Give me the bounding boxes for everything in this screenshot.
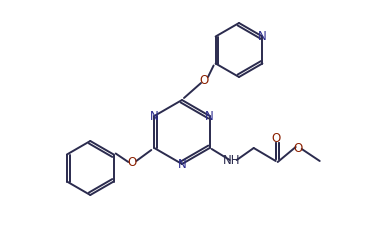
Text: O: O — [128, 156, 137, 169]
Text: N: N — [150, 109, 159, 123]
Text: O: O — [293, 141, 302, 154]
Text: N: N — [258, 30, 267, 43]
Text: O: O — [271, 133, 280, 145]
Text: NH: NH — [223, 154, 240, 168]
Text: N: N — [178, 157, 186, 170]
Text: O: O — [200, 74, 209, 87]
Text: N: N — [205, 109, 214, 123]
